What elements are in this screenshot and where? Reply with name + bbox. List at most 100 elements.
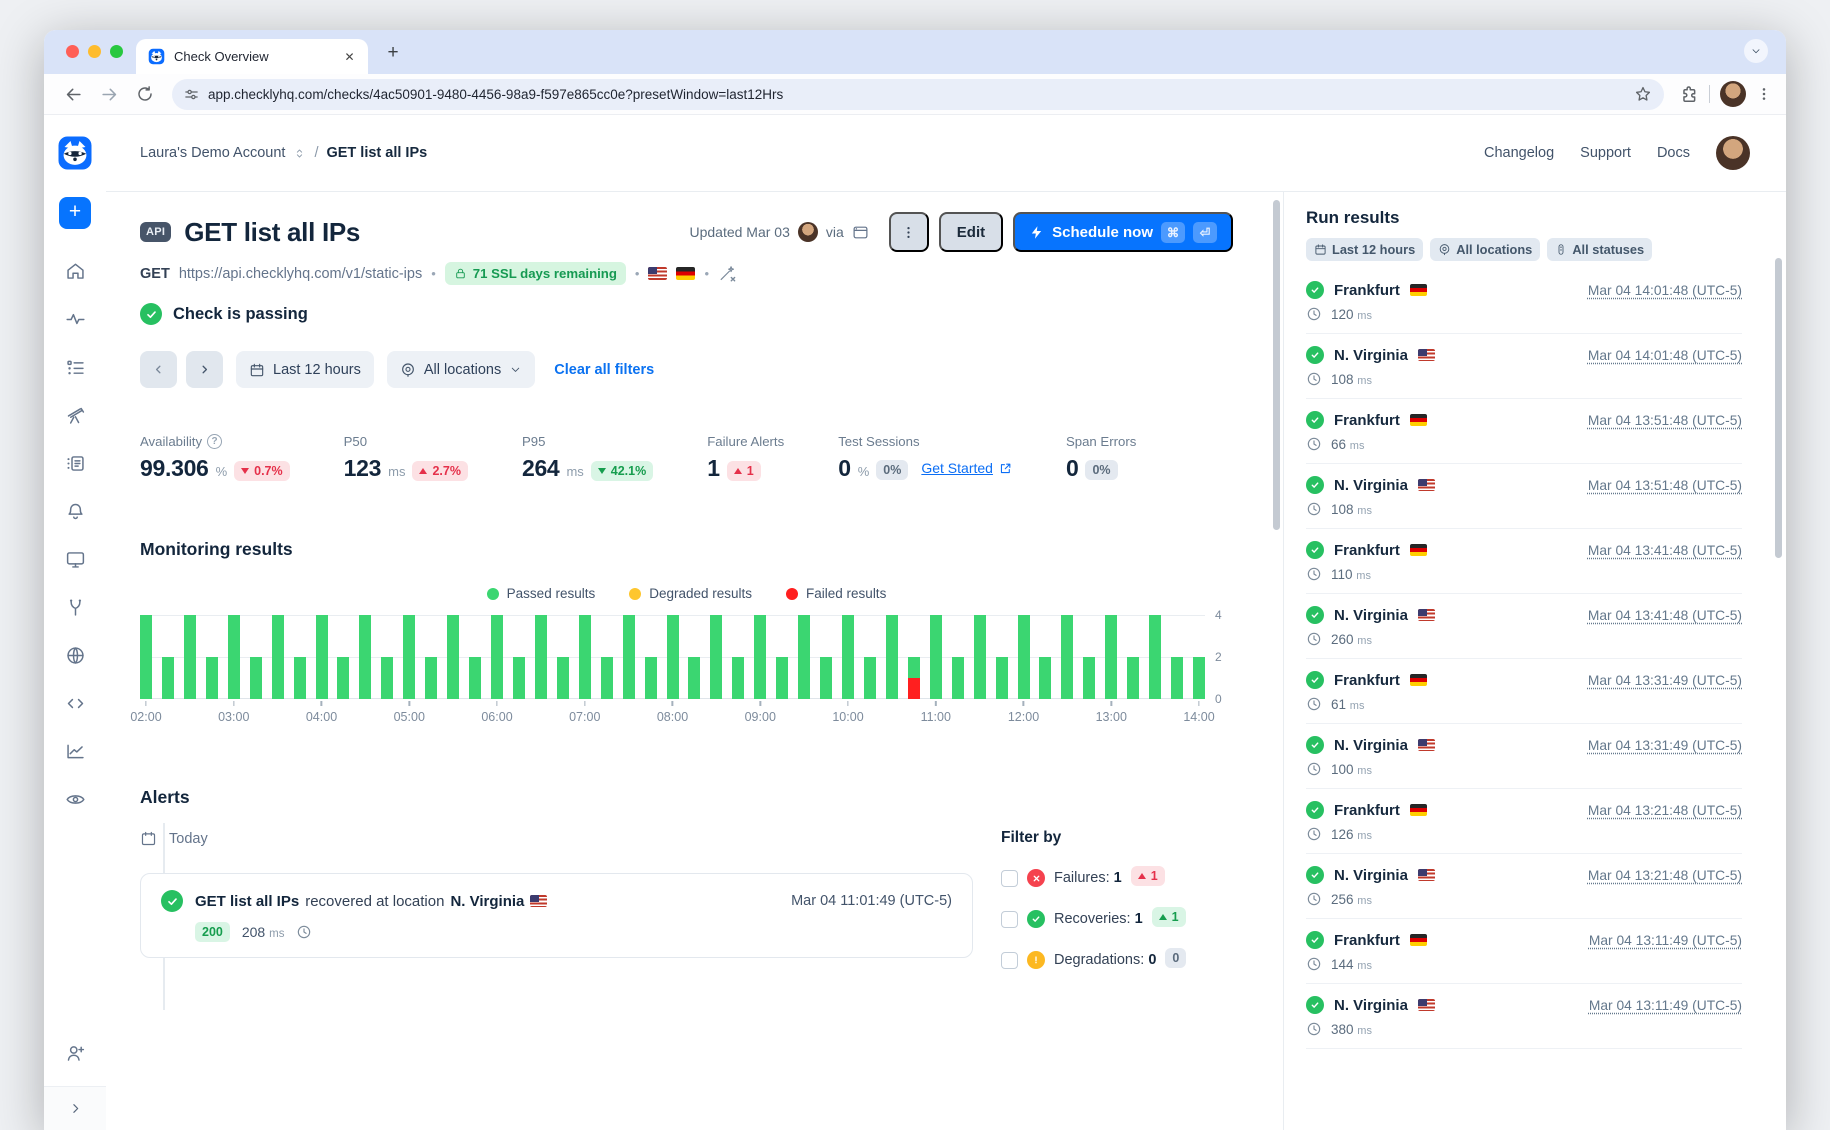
next-period-button[interactable] [186,351,223,388]
run-result-row[interactable]: N. Virginia Mar 04 13:11:49 (UTC-5) 380 … [1306,984,1742,1049]
support-link[interactable]: Support [1580,145,1631,161]
run-result-row[interactable]: Frankfurt Mar 04 13:51:48 (UTC-5) 66 ms [1306,399,1742,464]
run-timestamp[interactable]: Mar 04 13:41:48 (UTC-5) [1587,542,1742,558]
run-timestamp[interactable]: Mar 04 13:51:48 (UTC-5) [1587,412,1742,428]
chart-bar[interactable] [293,657,306,699]
run-timestamp[interactable]: Mar 04 13:11:49 (UTC-5) [1588,932,1742,948]
chart-bar[interactable] [205,657,218,699]
run-result-row[interactable]: Frankfurt Mar 04 13:21:48 (UTC-5) 126 ms [1306,789,1742,854]
alerts-bell-icon[interactable] [65,501,86,522]
minimize-window-button[interactable] [88,45,101,58]
failures-checkbox[interactable] [1001,869,1018,887]
chart-bar[interactable] [1149,615,1162,699]
run-timestamp[interactable]: Mar 04 13:21:48 (UTC-5) [1587,867,1742,883]
run-timestamp[interactable]: Mar 04 13:41:48 (UTC-5) [1587,607,1742,623]
run-result-row[interactable]: N. Virginia Mar 04 13:41:48 (UTC-5) 260 … [1306,594,1742,659]
chart-bar[interactable] [271,615,284,699]
chart-bar[interactable] [315,615,328,699]
run-result-row[interactable]: N. Virginia Mar 04 14:01:48 (UTC-5) 108 … [1306,334,1742,399]
tab-search-chevron-icon[interactable] [1744,39,1768,63]
chart-bar[interactable] [820,657,833,699]
chart-bar[interactable] [227,615,240,699]
time-range-filter[interactable]: Last 12 hours [236,351,374,388]
bookmark-star-icon[interactable] [1628,79,1658,109]
chart-bar[interactable] [425,657,438,699]
status-pages-icon[interactable] [65,549,86,570]
chart-bar[interactable] [403,615,416,699]
extensions-icon[interactable] [1680,85,1699,104]
integrations-icon[interactable] [65,597,86,618]
forward-icon[interactable] [94,79,124,109]
create-check-button[interactable] [59,197,91,229]
chart-bar[interactable] [1127,657,1140,699]
chart-bar[interactable] [754,615,767,699]
chart-bar[interactable] [183,615,196,699]
chart-bar[interactable] [863,657,876,699]
visual-monitoring-icon[interactable] [65,789,86,810]
snippets-code-icon[interactable] [65,693,86,714]
run-result-row[interactable]: Frankfurt Mar 04 14:01:48 (UTC-5) 120 ms [1306,269,1742,334]
chart-bar[interactable] [776,657,789,699]
chart-bar[interactable] [1105,615,1118,699]
chart-bar[interactable] [732,657,745,699]
chart-bar[interactable] [1039,657,1052,699]
new-tab-button[interactable] [380,40,406,66]
tab-close-icon[interactable] [341,48,358,65]
chart-bar[interactable] [929,615,942,699]
previous-period-button[interactable] [140,351,177,388]
telescope-icon[interactable] [65,405,86,426]
account-switcher-icon[interactable] [293,147,306,160]
chart-bar[interactable] [798,615,811,699]
close-window-button[interactable] [66,45,79,58]
info-icon[interactable] [207,434,223,449]
chart-bar[interactable] [688,657,701,699]
chart-bar[interactable] [1171,657,1184,699]
degradations-checkbox[interactable] [1001,951,1018,969]
run-result-row[interactable]: N. Virginia Mar 04 13:31:49 (UTC-5) 100 … [1306,724,1742,789]
run-result-row[interactable]: Frankfurt Mar 04 13:11:49 (UTC-5) 144 ms [1306,919,1742,984]
back-icon[interactable] [58,79,88,109]
main-scrollbar[interactable] [1273,200,1280,530]
locations-filter[interactable]: All locations [386,351,536,388]
private-locations-globe-icon[interactable] [65,645,86,666]
run-timestamp[interactable]: Mar 04 13:21:48 (UTC-5) [1587,802,1742,818]
chart-bar[interactable] [644,657,657,699]
run-timestamp[interactable]: Mar 04 13:11:49 (UTC-5) [1588,997,1742,1013]
chart-bar[interactable] [337,657,350,699]
checks-list-icon[interactable] [65,357,86,378]
chart-bar[interactable] [140,615,152,699]
chart-bar[interactable] [1017,615,1030,699]
account-name[interactable]: Laura's Demo Account [140,145,286,161]
chip-locations[interactable]: All locations [1430,238,1541,261]
activity-icon[interactable] [65,309,86,330]
url-bar[interactable]: app.checklyhq.com/checks/4ac50901-9480-4… [172,78,1664,110]
updated-by-avatar[interactable] [797,222,818,242]
chart-bar[interactable] [381,657,394,699]
chart-bar[interactable] [469,657,482,699]
zoom-window-button[interactable] [110,45,123,58]
analytics-icon[interactable] [65,741,86,762]
chart-bar[interactable] [973,615,986,699]
edit-button[interactable]: Edit [938,212,1004,252]
chart-bar[interactable] [622,615,635,699]
chart-bar[interactable] [359,615,372,699]
chart-bar[interactable] [600,657,613,699]
recoveries-checkbox[interactable] [1001,910,1018,928]
chart-bar[interactable] [161,657,174,699]
site-info-icon[interactable] [184,87,199,102]
chart-bar[interactable] [842,615,854,699]
run-timestamp[interactable]: Mar 04 13:31:49 (UTC-5) [1587,737,1742,753]
checkly-logo[interactable] [57,135,93,171]
chart-bar[interactable] [491,615,503,699]
run-results-scrollbar[interactable] [1775,258,1782,558]
collapse-sidebar-button[interactable] [44,1086,106,1130]
chart-bar[interactable] [447,615,460,699]
chart-bar[interactable] [249,657,262,699]
dashboards-icon[interactable] [65,453,86,474]
clear-filters-link[interactable]: Clear all filters [554,361,655,378]
chart-bar[interactable] [578,615,591,699]
chart-bar[interactable] [1061,615,1074,699]
home-icon[interactable] [65,261,86,282]
browser-tab[interactable]: Check Overview [136,39,368,74]
chart-bar[interactable] [1193,657,1205,699]
